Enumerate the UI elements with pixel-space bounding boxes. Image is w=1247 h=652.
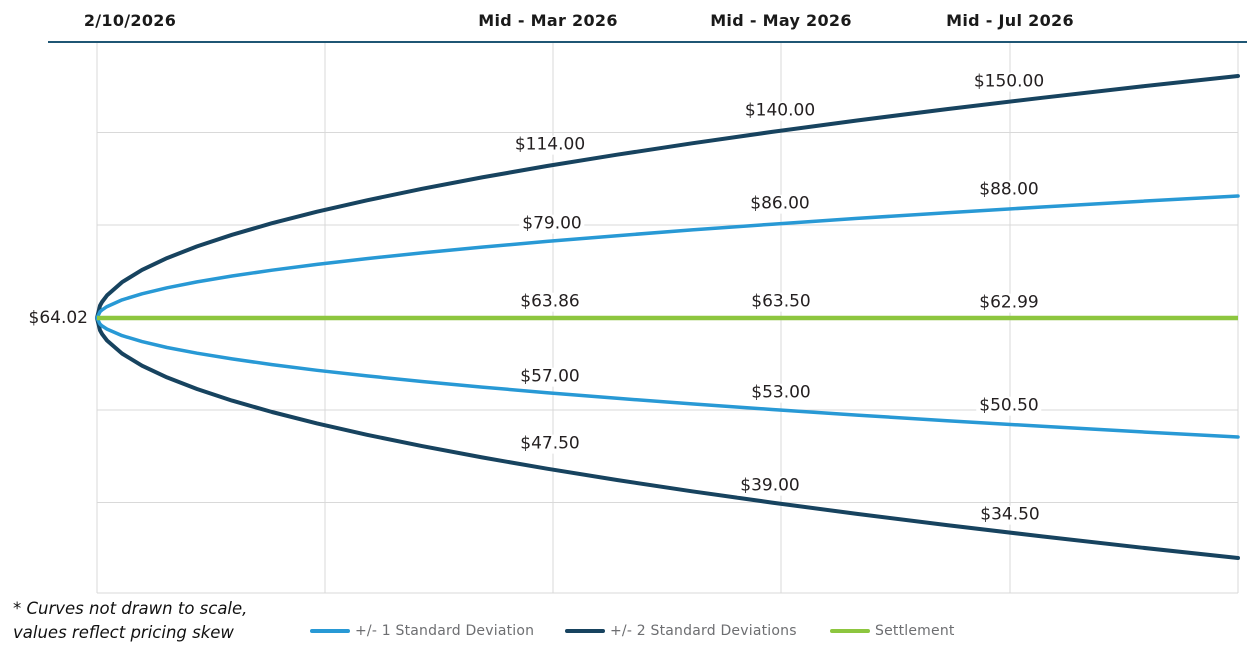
label-settlement-jul: $62.99 [976, 293, 1042, 313]
sd1-line-swatch-icon [310, 629, 350, 633]
start-price-label: $64.02 [28, 308, 88, 328]
label-sd1-lower-mar: $57.00 [517, 367, 583, 387]
label-settlement-mar: $63.86 [517, 292, 583, 312]
label-sd2-lower-jul: $34.50 [977, 505, 1043, 525]
sd1-upper-curve [95, 194, 1240, 320]
sd2-upper-curve [95, 74, 1240, 320]
footnote-line-2: values reflect pricing skew [13, 622, 234, 642]
label-sd1-upper-may: $86.00 [747, 194, 813, 214]
label-sd2-upper-mar: $114.00 [511, 135, 589, 155]
legend-label-sd1: +/- 1 Standard Deviation [355, 623, 535, 639]
label-sd2-upper-jul: $150.00 [970, 72, 1048, 92]
x-axis-label-start: 2/10/2026 [83, 11, 177, 30]
footnote: * Curves not drawn to scale, values refl… [13, 597, 247, 645]
legend-item-sd2[interactable]: +/- 2 Standard Deviations [565, 618, 797, 644]
x-axis-label-mid-mar: Mid - Mar 2026 [478, 11, 618, 30]
label-sd1-lower-may: $53.00 [748, 383, 814, 403]
sd1-lower-curve [95, 316, 1240, 439]
label-settlement-may: $63.50 [748, 292, 814, 312]
legend-label-sd2: +/- 2 Standard Deviations [610, 623, 797, 639]
legend: +/- 1 Standard Deviation +/- 2 Standard … [0, 618, 1247, 644]
settlement-line-swatch-icon [830, 629, 870, 633]
legend-label-settlement: Settlement [875, 623, 955, 639]
label-sd1-lower-jul: $50.50 [976, 396, 1042, 416]
x-axis-label-mid-jul: Mid - Jul 2026 [946, 11, 1074, 30]
label-sd2-upper-may: $140.00 [741, 101, 819, 121]
x-axis-label-mid-may: Mid - May 2026 [710, 11, 852, 30]
legend-item-sd1[interactable]: +/- 1 Standard Deviation [310, 618, 534, 644]
label-sd2-lower-may: $39.00 [737, 476, 803, 496]
label-sd1-upper-mar: $79.00 [519, 214, 585, 234]
sd2-lower-curve [95, 316, 1240, 560]
label-sd1-upper-jul: $88.00 [976, 180, 1042, 200]
label-sd2-lower-mar: $47.50 [517, 434, 583, 454]
footnote-line-1: * Curves not drawn to scale, [13, 599, 248, 618]
sd2-line-swatch-icon [565, 629, 605, 633]
legend-item-settlement[interactable]: Settlement [830, 618, 955, 644]
